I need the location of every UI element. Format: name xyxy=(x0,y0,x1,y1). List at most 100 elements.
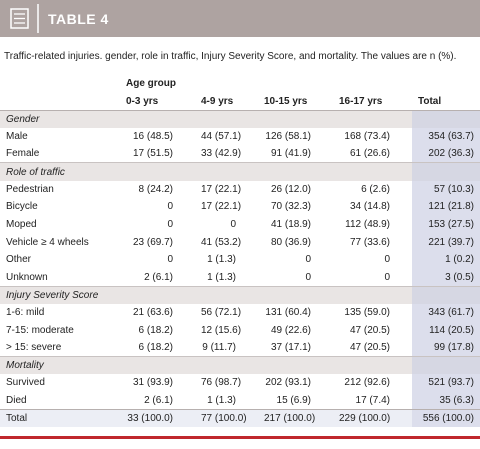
row-label: Pedestrian xyxy=(6,183,54,195)
total-row: Total 33 (100.0) 77 (100.0) 217 (100.0) 229 … xyxy=(0,408,480,427)
data-cell: 153 (27.5) xyxy=(412,215,480,234)
row-label: Other xyxy=(6,254,32,266)
section-row: Mortality xyxy=(0,356,480,375)
row-label: Total xyxy=(0,408,120,427)
section-title: Gender xyxy=(0,109,412,128)
data-cell: 0 xyxy=(384,271,390,283)
data-cell: 41 (18.9) xyxy=(270,219,311,231)
row-label: Bicycle xyxy=(6,201,38,213)
data-cell: 17 (22.1) xyxy=(201,201,242,213)
data-cell: 212 (92.6) xyxy=(344,377,390,389)
data-cell: 37 (17.1) xyxy=(270,341,311,353)
data-cell: 556 (100.0) xyxy=(412,408,480,427)
data-cell: 17 (51.5) xyxy=(132,148,173,160)
data-cell: 354 (63.7) xyxy=(412,127,480,146)
group-header-row: Age group xyxy=(0,75,480,93)
data-cell: 126 (58.1) xyxy=(265,131,311,143)
row-label: > 15: severe xyxy=(6,341,62,353)
column-header: 16-17 yrs xyxy=(333,92,412,111)
row-label: 7-15: moderate xyxy=(6,324,74,336)
data-cell: 23 (69.7) xyxy=(132,236,173,248)
data-cell: 2 (6.1) xyxy=(144,271,173,283)
column-header: 0-3 yrs xyxy=(120,92,195,111)
data-cell: 17 (7.4) xyxy=(355,394,390,406)
bottom-rule xyxy=(0,436,480,439)
section-row: Injury Severity Score xyxy=(0,285,480,304)
data-cell: 56 (72.1) xyxy=(201,307,242,319)
data-row: Pedestrian 8 (24.2) 17 (22.1) 26 (12.0) 6 (2… xyxy=(0,180,480,199)
data-cell: 0 xyxy=(167,254,173,266)
data-cell: 2 (6.1) xyxy=(144,394,173,406)
row-label: Vehicle ≥ 4 wheels xyxy=(6,236,89,248)
data-cell: 33 (42.9) xyxy=(201,148,242,160)
data-cell: 21 (63.6) xyxy=(132,307,173,319)
data-cell: 343 (61.7) xyxy=(412,303,480,322)
data-cell: 31 (93.9) xyxy=(132,377,173,389)
table-title: TABLE 4 xyxy=(48,11,109,27)
data-cell: 135 (59.0) xyxy=(344,307,390,319)
data-cell: 33 (100.0) xyxy=(120,408,195,427)
data-cell: 76 (98.7) xyxy=(201,377,242,389)
data-cell: 6 (18.2) xyxy=(138,324,173,336)
data-cell: 1 (1.3) xyxy=(207,271,236,283)
data-cell: 121 (21.8) xyxy=(412,198,480,216)
data-row: Other 0 1 (1.3) 0 0 1 (0.2) xyxy=(0,250,480,269)
data-cell: 61 (26.6) xyxy=(349,148,390,160)
data-cell: 521 (93.7) xyxy=(412,374,480,392)
data-cell: 47 (20.5) xyxy=(349,324,390,336)
data-cell: 1 (0.2) xyxy=(412,250,480,269)
header-bar: TABLE 4 xyxy=(0,0,480,37)
data-cell: 34 (14.8) xyxy=(349,201,390,213)
data-cell: 15 (6.9) xyxy=(276,394,311,406)
data-cell: 6 (2.6) xyxy=(361,183,390,195)
data-cell: 202 (36.3) xyxy=(412,145,480,163)
data-row: 1-6: mild 21 (63.6) 56 (72.1) 131 (60.4) 135… xyxy=(0,303,480,322)
section-title: Mortality xyxy=(0,356,412,375)
section-row: Role of traffic xyxy=(0,162,480,181)
data-cell: 0 xyxy=(167,201,173,213)
section-title: Role of traffic xyxy=(0,162,412,181)
total-cell xyxy=(412,109,480,128)
data-cell: 0 xyxy=(167,219,173,231)
data-row: > 15: severe 6 (18.2) 9 (11.7) 37 (17.1) 47 … xyxy=(0,338,480,357)
caption: Traffic-related injuries. gender, role i… xyxy=(4,51,457,62)
data-cell: 44 (57.1) xyxy=(201,131,242,143)
data-cell: 70 (32.3) xyxy=(270,201,311,213)
empty-cell xyxy=(0,75,120,93)
data-row: Moped 0 0 41 (18.9) 112 (48.9) 153 (27.5) xyxy=(0,215,480,234)
section-row: Gender xyxy=(0,109,480,128)
data-cell: 114 (20.5) xyxy=(412,321,480,339)
data-table: Age group 0-3 yrs 4-9 yrs 10-15 yrs 16-17 yr… xyxy=(0,75,480,427)
data-cell: 8 (24.2) xyxy=(138,183,173,195)
data-cell: 47 (20.5) xyxy=(349,341,390,353)
data-cell: 0 xyxy=(384,254,390,266)
total-cell xyxy=(412,285,480,304)
data-row: Survived 31 (93.9) 76 (98.7) 202 (93.1) 212 … xyxy=(0,374,480,392)
total-cell xyxy=(412,162,480,181)
data-cell: 41 (53.2) xyxy=(201,236,242,248)
data-cell: 3 (0.5) xyxy=(412,268,480,287)
data-cell: 77 (33.6) xyxy=(349,236,390,248)
row-label: Survived xyxy=(6,377,45,389)
data-cell: 12 (15.6) xyxy=(201,324,242,336)
data-cell: 9 (11.7) xyxy=(202,341,236,353)
data-cell: 17 (22.1) xyxy=(201,183,242,195)
data-cell: 229 (100.0) xyxy=(333,408,412,427)
data-cell: 168 (73.4) xyxy=(344,131,390,143)
data-cell: 131 (60.4) xyxy=(265,307,311,319)
data-cell: 26 (12.0) xyxy=(270,183,311,195)
data-row: Vehicle ≥ 4 wheels 23 (69.7) 41 (53.2) 80 (… xyxy=(0,233,480,251)
section-title: Injury Severity Score xyxy=(0,285,412,304)
data-cell: 6 (18.2) xyxy=(138,341,173,353)
data-cell: 1 (1.3) xyxy=(207,394,236,406)
column-header: 4-9 yrs xyxy=(195,92,258,111)
column-header-row: 0-3 yrs 4-9 yrs 10-15 yrs 16-17 yrs Total xyxy=(0,92,480,111)
data-cell: 202 (93.1) xyxy=(265,377,311,389)
data-cell: 16 (48.5) xyxy=(132,131,173,143)
table-icon xyxy=(10,4,39,33)
group-label: Age group xyxy=(126,78,176,90)
data-cell: 217 (100.0) xyxy=(258,408,333,427)
data-row: Died 2 (6.1) 1 (1.3) 15 (6.9) 17 (7.4) 35 (6.… xyxy=(0,391,480,410)
data-row: Male 16 (48.5) 44 (57.1) 126 (58.1) 168 (73.… xyxy=(0,127,480,146)
